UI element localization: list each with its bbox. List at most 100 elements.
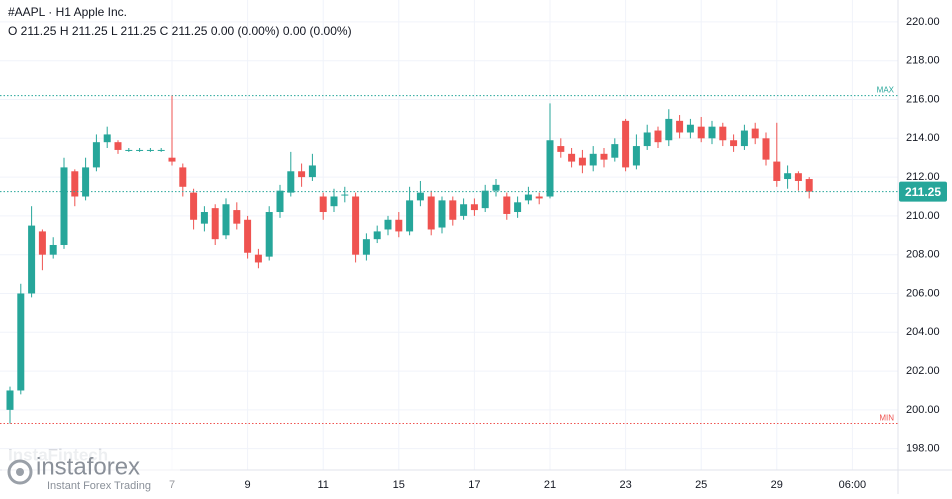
candle-body [276,190,284,213]
candle-body [535,196,543,199]
candle-body [589,153,597,166]
y-tick-label: 206.00 [906,287,940,299]
candle-body [265,212,273,257]
candle-body [6,390,14,410]
candle-body [568,153,576,162]
y-tick-label: 218.00 [906,55,940,67]
candle-body [600,153,608,160]
y-tick-label: 210.00 [906,210,940,222]
candle-body [578,157,586,166]
candle-body [643,132,651,147]
logo: instaforex Instant Forex Trading [2,450,180,494]
logo-icon [7,459,33,485]
candle-body [157,149,165,151]
candle-body [222,204,230,236]
logo-tagline: Instant Forex Trading [47,480,151,492]
candle-body [146,149,154,151]
candle-body [665,118,673,141]
y-tick-label: 216.00 [906,93,940,105]
candle-body [449,200,457,220]
candle-body [114,142,122,150]
candle-body [190,192,198,220]
candle-body [805,179,813,192]
min-label: MIN [879,414,894,423]
x-tick-label: 23 [619,479,631,491]
x-tick-label: 15 [393,479,405,491]
logo-brand: instaforex [36,453,140,480]
candle-body [492,184,500,191]
candle-body [794,173,802,181]
candle-body [287,171,295,193]
logo-icon-dot [16,468,24,476]
candle-body [308,165,316,178]
y-tick-label: 220.00 [906,16,940,28]
candle-body [503,196,511,214]
candle-body [352,196,360,255]
candle-body [719,126,727,141]
candle-body [179,167,187,187]
x-tick-label: 17 [468,479,480,491]
candle-body [697,126,705,139]
candle-body [71,171,79,197]
x-tick-label: 9 [245,479,251,491]
x-tick-label: 11 [317,479,328,491]
y-tick-label: 214.00 [906,132,940,144]
candle-body [17,293,25,391]
candle-body [427,196,435,230]
candle-body [244,219,252,253]
candle-body [557,146,565,152]
candle-body [773,161,781,181]
candle-body [373,231,381,240]
candle-body [524,194,532,201]
candle-body [654,130,662,143]
candle-body [514,202,522,213]
candle-body [546,140,554,197]
candle-body [481,190,489,209]
candle-body [416,192,424,201]
candle-body [168,157,176,162]
x-tick-label: 29 [771,479,783,491]
candle-body [254,254,262,263]
y-tick-label: 202.00 [906,365,940,377]
candle-body [136,149,144,151]
candle-body [298,171,306,178]
candle-body [200,212,208,224]
candle-body [708,126,716,139]
max-label: MAX [877,86,895,95]
candle-body [103,134,111,143]
candle-body [460,204,468,216]
candle-body [686,124,694,133]
candle-body [470,204,478,211]
candle-body [211,208,219,240]
candle-body [395,219,403,232]
candle-body [676,120,684,133]
x-tick-label: 21 [544,479,556,491]
candle-body [406,200,414,232]
candle-body [60,167,68,245]
grid [0,0,898,470]
x-tick-label: 25 [695,479,707,491]
candle-body [49,244,57,255]
candle-body [611,144,619,158]
candle-body [125,149,133,151]
candle-body [82,167,90,197]
y-tick-label: 208.00 [906,249,940,261]
last-price-badge [899,181,947,202]
x-tick-label: 06:00 [839,479,867,491]
candle-body [92,142,100,168]
candle-body [233,210,241,224]
candle-body [740,130,748,147]
candle-body [784,173,792,180]
candle-body [762,138,770,160]
chart-title: #AAPL · H1 Apple Inc. [8,5,127,19]
candle-body [632,146,640,166]
candle-body [341,194,349,196]
candle-body [384,219,392,230]
y-tick-label: 198.00 [906,443,940,455]
candle-body [38,231,46,255]
y-tick-label: 200.00 [906,404,940,416]
last-price-label: 211.25 [905,185,941,199]
candle-body [319,196,327,213]
ohlc-summary: O 211.25 H 211.25 L 211.25 C 211.25 0.00… [8,24,352,38]
